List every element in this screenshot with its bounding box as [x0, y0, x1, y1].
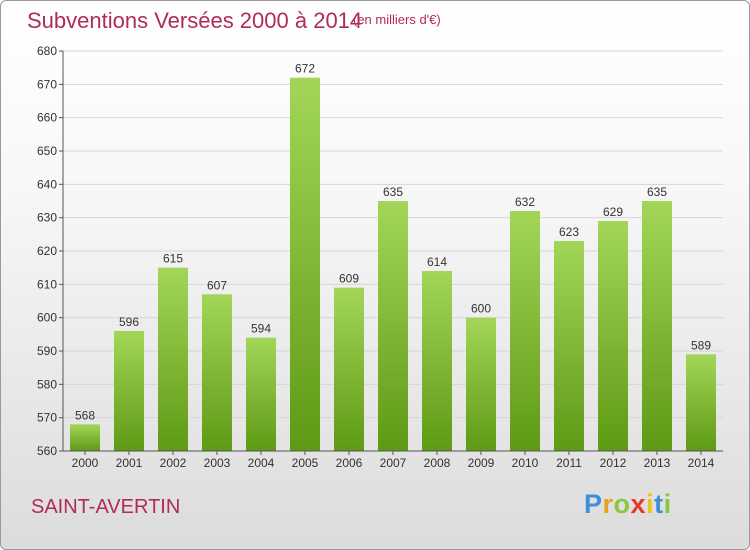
y-tick-label: 610 — [37, 277, 57, 291]
bar — [202, 294, 232, 451]
bar — [334, 287, 364, 451]
x-tick-label: 2011 — [556, 456, 582, 470]
x-tick-label: 2002 — [160, 456, 187, 470]
x-tick-label: 2000 — [72, 456, 99, 470]
y-tick-label: 560 — [37, 444, 57, 458]
x-tick-label: 2003 — [204, 456, 231, 470]
x-tick-label: 2007 — [380, 456, 407, 470]
x-tick-label: 2004 — [248, 456, 275, 470]
logo-letter: i — [663, 489, 672, 519]
y-tick-label: 670 — [37, 77, 57, 91]
data-label: 629 — [603, 205, 623, 219]
bar — [158, 267, 188, 451]
x-tick-label: 2009 — [468, 456, 495, 470]
data-label: 672 — [295, 62, 315, 76]
logo-letter: P — [584, 489, 603, 519]
bar — [466, 317, 496, 451]
data-label: 609 — [339, 272, 359, 286]
data-label: 589 — [691, 338, 711, 352]
data-label: 600 — [471, 302, 491, 316]
data-label: 594 — [251, 322, 271, 336]
y-tick-label: 620 — [37, 244, 57, 258]
proxiti-logo: Proxiti — [584, 489, 672, 520]
x-tick-label: 2010 — [512, 456, 539, 470]
x-tick-label: 2006 — [336, 456, 363, 470]
chart-title: Subventions Versées 2000 à 2014 — [27, 8, 363, 33]
data-label: 623 — [559, 225, 579, 239]
y-tick-label: 590 — [37, 344, 57, 358]
bar — [422, 271, 452, 451]
y-tick-label: 580 — [37, 377, 57, 391]
logo-letter: r — [602, 489, 614, 519]
data-label: 607 — [207, 278, 227, 292]
y-tick-label: 630 — [37, 211, 57, 225]
y-tick-label: 600 — [37, 311, 57, 325]
x-tick-label: 2013 — [644, 456, 671, 470]
bar — [70, 424, 100, 451]
bar — [554, 241, 584, 451]
y-tick-label: 680 — [37, 44, 57, 58]
x-tick-label: 2005 — [292, 456, 319, 470]
data-label: 614 — [427, 255, 447, 269]
y-tick-label: 650 — [37, 144, 57, 158]
y-tick-label: 660 — [37, 111, 57, 125]
axes: 560 570 580 590 600 610 620 630 640 650 660 670 680 2… — [37, 44, 723, 470]
data-label: 596 — [119, 315, 139, 329]
x-tick-label: 2012 — [600, 456, 627, 470]
bar — [510, 211, 540, 451]
bar — [686, 354, 716, 451]
x-tick-label: 2014 — [688, 456, 715, 470]
bar — [378, 201, 408, 451]
data-label: 615 — [163, 252, 183, 266]
bar — [642, 201, 672, 451]
chart-unit: (en milliers d'€) — [353, 12, 441, 27]
bars: 568 596 615 607 594 672 609 635 614 600 632 623 629 6… — [70, 62, 716, 452]
y-tick-label: 640 — [37, 177, 57, 191]
data-label: 635 — [383, 185, 403, 199]
bar — [246, 337, 276, 451]
data-label: 632 — [515, 195, 535, 209]
bar — [114, 331, 144, 451]
bar — [598, 221, 628, 451]
data-label: 568 — [75, 408, 95, 422]
bar — [290, 77, 320, 452]
data-label: 635 — [647, 185, 667, 199]
y-tick-label: 570 — [37, 411, 57, 425]
logo-letter: o — [613, 489, 631, 519]
logo-letter: i — [646, 489, 655, 519]
logo-letter: x — [630, 489, 647, 519]
x-tick-label: 2001 — [116, 456, 143, 470]
logo-letter: t — [654, 489, 664, 519]
x-tick-label: 2008 — [424, 456, 451, 470]
city-name: SAINT-AVERTIN — [31, 496, 181, 518]
